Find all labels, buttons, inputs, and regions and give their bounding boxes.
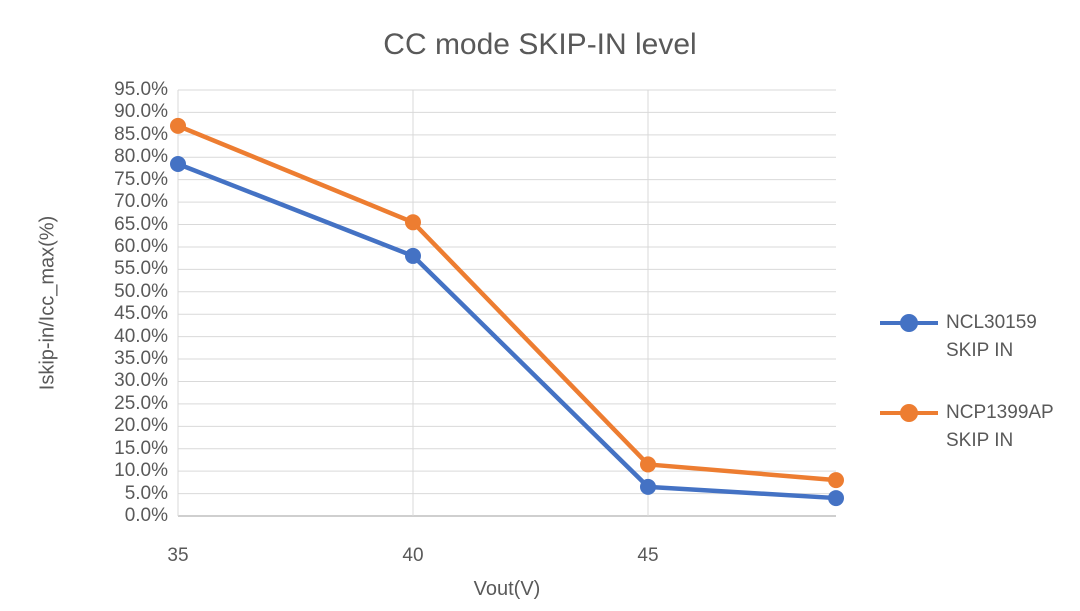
x-tick-label: 40 — [402, 545, 424, 566]
y-tick-label: 55.0% — [114, 258, 168, 280]
data-point-marker — [170, 117, 186, 134]
y-tick-label: 50.0% — [114, 280, 168, 302]
y-tick-label: 30.0% — [114, 370, 168, 392]
legend-label: NCL30159 SKIP IN — [946, 309, 1037, 365]
data-point-marker — [828, 490, 844, 507]
y-tick-label: 20.0% — [114, 415, 168, 437]
y-tick-label: 15.0% — [114, 437, 168, 459]
y-tick-label: 5.0% — [124, 482, 168, 504]
y-tick-label: 75.0% — [114, 168, 168, 190]
data-point-marker — [640, 478, 656, 495]
legend-label-line: SKIP IN — [946, 430, 1014, 451]
legend-label-line: SKIP IN — [946, 340, 1014, 361]
y-tick-label: 90.0% — [114, 101, 168, 123]
legend-label-line: NCP1399AP — [946, 402, 1054, 423]
x-tick-label: 35 — [167, 545, 189, 566]
legend-label-line: NCL30159 — [946, 312, 1037, 333]
data-point-marker — [170, 155, 186, 172]
y-tick-label: 35.0% — [114, 348, 168, 370]
y-tick-label: 40.0% — [114, 325, 168, 347]
y-tick-label: 85.0% — [114, 123, 168, 145]
chart-title: CC mode SKIP-IN level — [383, 28, 697, 61]
y-tick-label: 80.0% — [114, 146, 168, 168]
legend-line-marker-icon — [880, 404, 938, 422]
y-tick-label: 70.0% — [114, 191, 168, 213]
y-tick-label: 60.0% — [114, 235, 168, 257]
y-tick-label: 65.0% — [114, 213, 168, 235]
y-tick-label: 0.0% — [124, 505, 168, 526]
legend-line-marker-icon — [880, 314, 938, 332]
data-point-marker — [640, 456, 656, 473]
data-point-marker — [828, 472, 844, 489]
y-tick-label: 25.0% — [114, 392, 168, 414]
x-tick-label: 45 — [637, 545, 659, 566]
legend-entry: NCP1399AP SKIP IN — [878, 399, 1054, 455]
series-line-1 — [175, 123, 839, 483]
y-tick-label: 10.0% — [114, 460, 168, 482]
legend-entry: NCL30159 SKIP IN — [878, 309, 1037, 365]
x-axis-title: Vout(V) — [473, 578, 541, 600]
legend-label: NCP1399AP SKIP IN — [946, 399, 1054, 455]
series-line-0 — [175, 161, 839, 501]
data-point-marker — [405, 247, 421, 264]
y-tick-label: 95.0% — [114, 79, 168, 100]
data-point-marker — [405, 214, 421, 231]
y-tick-label: 45.0% — [114, 303, 168, 325]
